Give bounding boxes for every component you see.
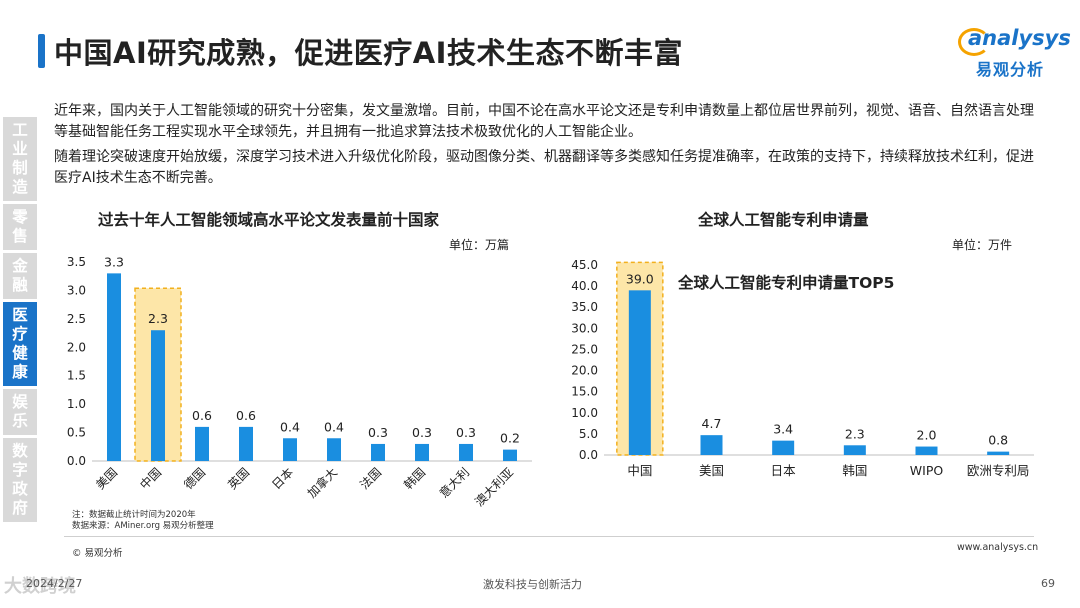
analysys-logo: analysys 易观分析 (958, 26, 1071, 80)
chart1-note-1: 注：数据截止统计时间为2020年 (72, 510, 196, 520)
chart2-ytick-label: 20.0 (571, 364, 598, 378)
chart1-bar (283, 438, 297, 461)
chart2-xtick-label: 欧洲专利局 (967, 463, 1030, 478)
chart1-value-label: 0.6 (236, 408, 256, 423)
sidebar-item-digital-gov[interactable]: 数字政府 (3, 438, 37, 522)
chart1-xtick-label: 德国 (181, 465, 209, 493)
sidebar-nav: 工业制造零售金融医疗健康娱乐数字政府 (3, 117, 37, 525)
chart1-bar (239, 426, 253, 461)
chart1-value-label: 0.4 (280, 419, 300, 434)
logo-text-en: analysys (968, 26, 1071, 50)
chart1-ytick-label: 1.5 (67, 369, 86, 383)
page-title: 中国AI研究成熟，促进医疗AI技术生态不断丰富 (54, 36, 683, 70)
chart2-ytick-label: 35.0 (571, 300, 598, 314)
chart1-xtick-label: 中国 (137, 465, 165, 493)
chart2-bar (987, 451, 1010, 455)
website-link[interactable]: www.analysys.cn (957, 542, 1039, 553)
chart1-ytick-label: 0.0 (67, 454, 86, 468)
chart1-value-label: 0.6 (192, 408, 212, 423)
chart2-value-label: 3.4 (773, 422, 793, 437)
chart2-bar (843, 445, 866, 455)
chart2-bar (772, 440, 795, 455)
chart1-bar (459, 443, 473, 461)
chart2-bar (915, 446, 938, 455)
sidebar-item-retail[interactable]: 零售 (3, 204, 37, 250)
chart2-ytick-label: 5.0 (579, 427, 598, 441)
chart1-bar (195, 426, 209, 461)
chart2-xtick-label: 美国 (699, 463, 724, 478)
chart1-value-label: 0.3 (456, 425, 476, 440)
chart2-ytick-label: 40.0 (571, 279, 598, 293)
intro-paragraph-1: 近年来，国内关于人工智能领域的研究十分密集，发文量激增。目前，中国不论在高水平论… (54, 103, 1034, 140)
chart1-ytick-label: 3.5 (67, 255, 86, 269)
chart2-bar (628, 290, 651, 455)
chart2-ytick-label: 30.0 (571, 321, 598, 335)
chart2-value-label: 2.0 (917, 428, 937, 443)
chart1-bar (151, 330, 165, 461)
chart1-value-label: 0.3 (368, 425, 388, 440)
sidebar-item-entertainment[interactable]: 娱乐 (3, 389, 37, 435)
chart1-xtick-label: 加拿大 (304, 465, 340, 501)
intro-paragraph-2: 随着理论突破速度开始放缓，深度学习技术进入升级优化阶段，驱动图像分类、机器翻译等… (54, 149, 1034, 186)
chart2-unit: 单位：万件 (952, 238, 1013, 252)
chart2-value-label: 39.0 (626, 271, 654, 286)
date-text: 2024/2/27 (26, 577, 83, 590)
title-accent-bar (38, 34, 45, 68)
chart1-ytick-label: 2.0 (67, 340, 86, 354)
chart2-annotation: 全球人工智能专利申请量TOP5 (677, 273, 894, 292)
chart2-bar (700, 435, 723, 455)
chart1-value-label: 3.3 (104, 254, 124, 269)
chart1-value-label: 0.3 (412, 425, 432, 440)
chart1-bar (503, 449, 517, 461)
chart2-xtick-label: WIPO (910, 463, 944, 478)
chart2-ytick-label: 45.0 (571, 258, 598, 272)
chart1-xtick-label: 意大利 (436, 465, 472, 501)
logo-swoosh-icon (958, 28, 990, 56)
footer-divider (64, 536, 1034, 537)
chart2-ytick-label: 15.0 (571, 385, 598, 399)
chart2-xtick-label: 日本 (771, 463, 797, 478)
chart2-xtick-label: 韩国 (842, 463, 867, 478)
watermark-text: 大数跨境 (4, 576, 76, 597)
chart1-ytick-label: 1.0 (67, 397, 86, 411)
sidebar-item-industry[interactable]: 工业制造 (3, 117, 37, 201)
chart2-ytick-label: 10.0 (571, 406, 598, 420)
chart1-ytick-label: 2.5 (67, 312, 86, 326)
chart1-unit: 单位：万篇 (449, 238, 510, 252)
chart1-bar (415, 443, 429, 461)
chart1-title: 过去十年人工智能领域高水平论文发表量前十国家 (98, 211, 440, 229)
chart1-ytick-label: 3.0 (67, 283, 86, 297)
chart2-ytick-label: 25.0 (571, 342, 598, 356)
chart1-bar (327, 438, 341, 461)
sidebar-item-finance[interactable]: 金融 (3, 253, 37, 299)
chart1-note-2: 数据来源：AMiner.org 易观分析整理 (72, 521, 214, 531)
chart1-bar (371, 443, 385, 461)
logo-text-cn: 易观分析 (976, 60, 1045, 79)
chart1-bar (107, 273, 121, 461)
chart2-xtick-label: 中国 (627, 463, 652, 478)
chart2-ytick-label: 0.0 (579, 448, 598, 462)
chart1-xtick-label: 英国 (225, 465, 252, 492)
slogan-text: 激发科技与创新活力 (483, 578, 582, 591)
chart1-xtick-label: 韩国 (401, 465, 429, 493)
chart2-value-label: 4.7 (702, 416, 722, 431)
chart2-value-label: 0.8 (988, 433, 1008, 448)
chart1-ytick-label: 0.5 (67, 426, 86, 440)
chart1-value-label: 0.4 (324, 419, 344, 434)
sidebar-item-healthcare[interactable]: 医疗健康 (3, 302, 37, 386)
copyright-text: © 易观分析 (72, 548, 123, 559)
chart2-value-label: 2.3 (845, 426, 865, 441)
chart1-value-label: 2.3 (148, 311, 168, 326)
chart2-title: 全球人工智能专利申请量 (698, 211, 869, 229)
chart1-value-label: 0.2 (500, 431, 520, 446)
chart1-xtick-label: 澳大利亚 (472, 465, 516, 509)
chart1-xtick-label: 日本 (269, 465, 296, 492)
chart1-xtick-label: 美国 (93, 465, 120, 492)
page-number: 69 (1041, 577, 1055, 590)
chart1-xtick-label: 法国 (357, 465, 384, 492)
